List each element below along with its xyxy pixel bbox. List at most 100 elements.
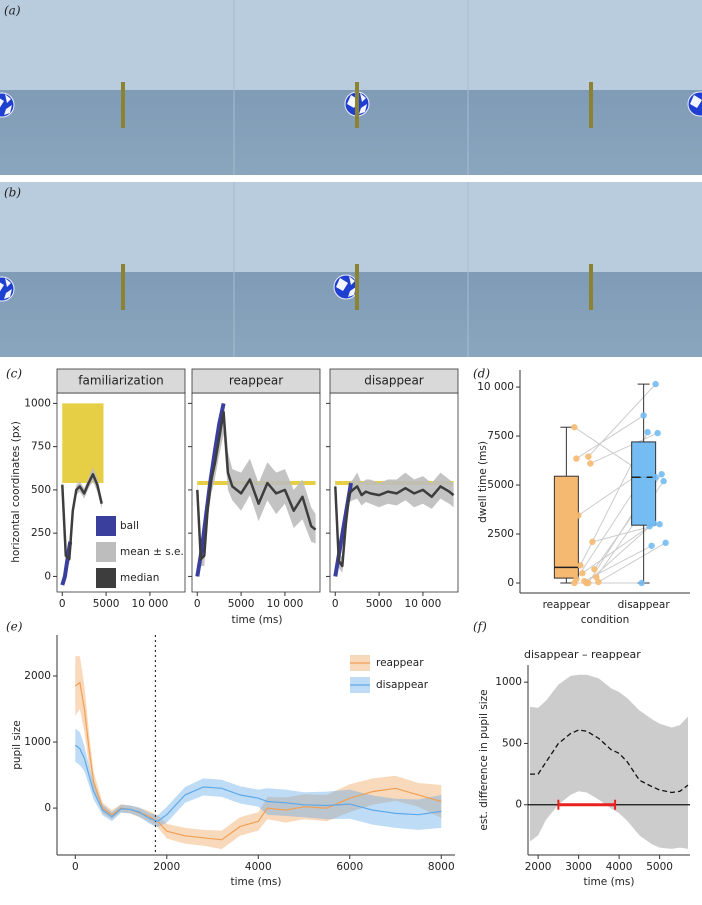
se-band (335, 472, 454, 573)
y-tick-label: 1000 (24, 736, 51, 748)
point (571, 424, 578, 431)
point (662, 539, 669, 547)
y-tick-label: 1000 (495, 676, 522, 688)
pair-line (574, 426, 642, 473)
facet-title: disappear (364, 374, 424, 388)
line (74, 681, 442, 841)
axis-title: condition (581, 614, 630, 626)
line (530, 729, 689, 794)
facet-title: reappear (229, 374, 283, 388)
legend-label: mean ± s.e. (120, 546, 184, 558)
facet-strip (56, 368, 186, 394)
median-line (334, 485, 455, 568)
x-tick-label: 0 (72, 861, 79, 873)
x-tick-label: disappear (618, 599, 671, 611)
x-tick-label: 5000 (646, 861, 673, 873)
axis-title: dwell time (ms) (477, 441, 489, 523)
point (652, 380, 659, 388)
y-tick-label: 2000 (24, 670, 51, 682)
pair-line (590, 432, 658, 464)
point (654, 429, 661, 437)
legend-label: reappear (376, 657, 424, 669)
x-tick-label: 2000 (525, 861, 552, 873)
point (575, 512, 582, 519)
y-tick-label: 0 (44, 570, 51, 582)
occluder (62, 403, 104, 483)
panel-label: (e) (6, 620, 23, 634)
y-tick-label: 500 (502, 737, 522, 749)
point (640, 412, 647, 419)
scene-b (0, 181, 702, 358)
y-tick-label: 750 (31, 441, 51, 453)
x-tick-label: 10 000 (132, 598, 169, 610)
point (650, 520, 657, 527)
facet-title: familiarization (78, 374, 164, 388)
pair-line (576, 415, 644, 459)
scene-a (0, 0, 702, 176)
legend-key (96, 516, 116, 536)
panel-label: (a) (4, 4, 21, 18)
x-tick-label: 5000 (228, 598, 255, 610)
axis-title: horizontal coordinates (px) (10, 421, 22, 563)
point (640, 473, 647, 480)
point (587, 460, 594, 467)
x-tick-label: 0 (59, 598, 66, 610)
box (631, 441, 657, 526)
ribbon (530, 674, 688, 849)
y-tick-label: 5000 (487, 479, 514, 491)
point (585, 579, 592, 587)
facet-strip (191, 368, 321, 394)
x-tick-label: 0 (194, 598, 201, 610)
x-tick-label: 8000 (428, 861, 455, 873)
y-tick-label: 1000 (24, 397, 51, 409)
legend-key (96, 568, 116, 588)
point (660, 477, 667, 485)
pair-line (598, 542, 666, 583)
y-tick-label: 10 000 (477, 381, 514, 393)
x-tick-label: 5000 (93, 598, 120, 610)
x-tick-label: 10 000 (405, 598, 442, 610)
point (656, 521, 663, 528)
point (593, 573, 600, 581)
x-tick-label: 4000 (606, 861, 633, 873)
axis-title: time (ms) (231, 876, 282, 888)
point (577, 562, 584, 569)
axis-title: time (ms) (232, 614, 283, 626)
median-line (196, 410, 317, 561)
point (595, 578, 602, 586)
box (553, 475, 579, 579)
point (642, 466, 649, 473)
y-tick-label: 0 (44, 802, 51, 814)
axis-title: pupil size (11, 720, 23, 770)
legend-label: median (120, 572, 159, 584)
x-tick-label: 10 000 (267, 598, 304, 610)
point (648, 542, 655, 549)
point (638, 579, 645, 587)
y-tick-label: 2500 (487, 528, 514, 540)
point (589, 538, 596, 546)
axis-title: est. difference in pupil size (478, 689, 490, 830)
panel-label: (b) (4, 186, 21, 200)
y-tick-label: 0 (507, 577, 514, 589)
point (585, 453, 592, 460)
panel-label: (f) (473, 620, 487, 634)
pair-line (587, 383, 657, 457)
median-line (61, 473, 103, 561)
x-tick-label: 3000 (565, 861, 592, 873)
panel-label: (c) (6, 367, 22, 381)
panel-label: (d) (473, 367, 490, 381)
legend-label: ball (120, 520, 139, 532)
axis-title: time (ms) (584, 876, 635, 888)
x-tick-label: 6000 (336, 861, 363, 873)
facet-strip (329, 368, 459, 394)
x-tick-label: 4000 (245, 861, 272, 873)
ribbon (75, 656, 442, 850)
point (644, 428, 651, 436)
point (658, 471, 665, 478)
x-tick-label: 5000 (366, 598, 393, 610)
y-tick-label: 500 (31, 484, 51, 496)
point (579, 570, 586, 577)
y-tick-label: 0 (515, 799, 522, 811)
x-tick-label: reappear (543, 599, 591, 611)
